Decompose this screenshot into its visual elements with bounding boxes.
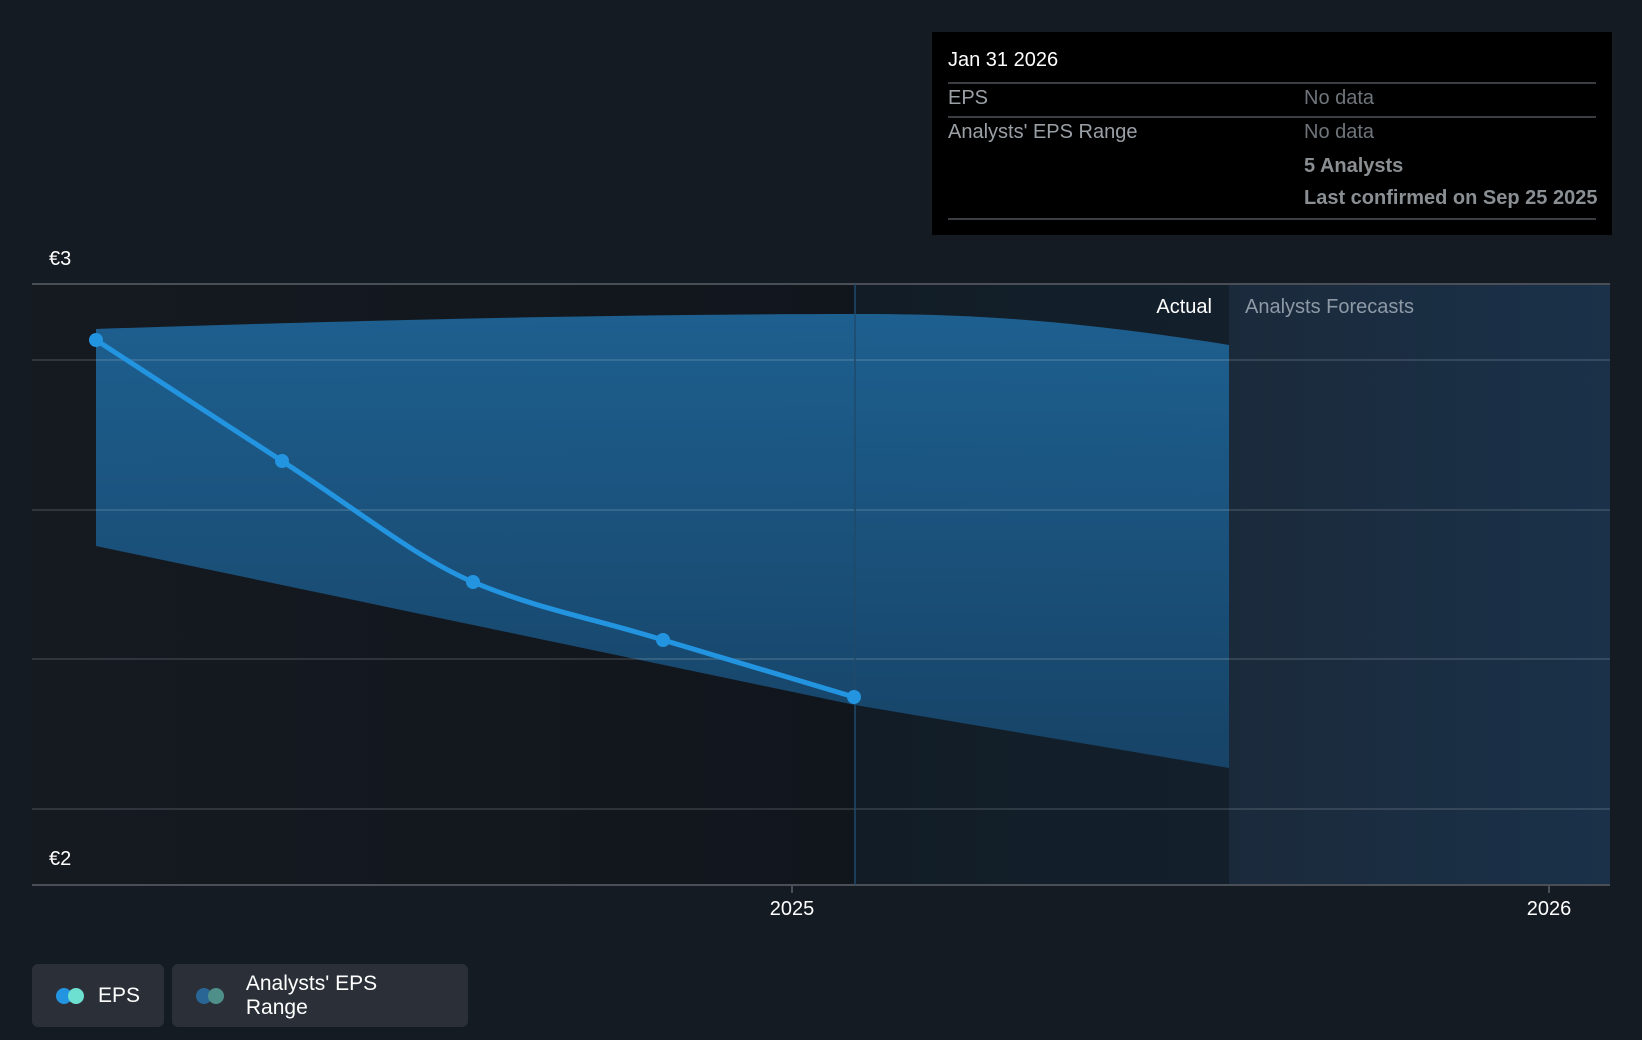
tooltip-eps-value: No data <box>1304 87 1375 109</box>
x-axis-label-2026: 2026 <box>1526 898 1572 920</box>
tooltip-date: Jan 31 2026 <box>948 49 1059 71</box>
y-axis-bottom-label: €2 <box>49 848 72 870</box>
x-axis-label-2025: 2025 <box>769 898 815 920</box>
eps-points[interactable] <box>89 333 861 704</box>
y-axis-top-label: €3 <box>49 248 72 270</box>
gridlines <box>32 359 1610 810</box>
eps-legend-icon <box>56 987 84 1004</box>
legend-item-eps[interactable]: EPS <box>32 964 164 1027</box>
tooltip-divider <box>948 82 1596 84</box>
forecast-region-label: Analysts Forecasts <box>1245 296 1414 318</box>
legend-item-eps-range[interactable]: Analysts' EPS Range <box>172 964 468 1027</box>
legend-label-eps-range: Analysts' EPS Range <box>245 971 378 1019</box>
tooltip-range-value: No data <box>1304 121 1375 143</box>
forecast-region-bg <box>1229 284 1610 885</box>
tooltip-divider <box>948 218 1596 220</box>
tooltip-eps-label: EPS <box>948 87 989 109</box>
chart-legend: EPS Analysts' EPS Range <box>32 964 468 1027</box>
tooltip-range-label: Analysts' EPS Range <box>948 121 1138 143</box>
tooltip-analysts-count: 5 Analysts <box>1304 155 1404 177</box>
eps-range-legend-icon <box>196 987 226 1004</box>
hover-tooltip: Jan 31 2026 EPS No data Analysts' EPS Ra… <box>932 32 1612 235</box>
legend-label-eps: EPS <box>97 983 140 1007</box>
tooltip-last-confirmed: Last confirmed on Sep 25 2025 <box>1304 187 1598 209</box>
actual-region-label: Actual <box>1156 296 1212 318</box>
tooltip-divider <box>948 116 1596 118</box>
eps-range-band <box>96 314 1229 768</box>
